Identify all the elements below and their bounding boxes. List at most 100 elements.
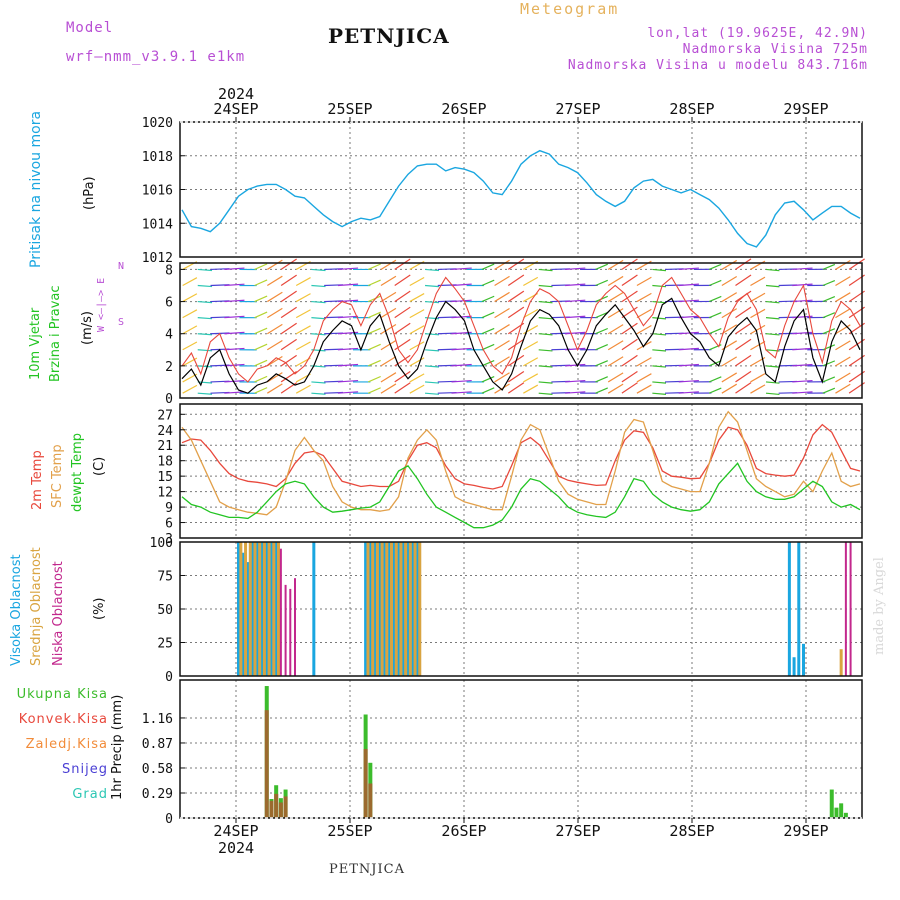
- wind-arrow: [607, 340, 624, 351]
- wind-arrow: [595, 279, 608, 287]
- wind-arrow: [224, 299, 245, 303]
- cloud-high-bar: [787, 542, 791, 676]
- wind-arrow: [822, 344, 836, 351]
- wind-arrow: [367, 387, 381, 394]
- wind-arrow: [424, 333, 440, 336]
- wind-arrow: [267, 323, 283, 335]
- cloud-high-bar: [797, 542, 801, 676]
- wind-ytick: 4: [165, 328, 173, 343]
- precip-total-bar: [843, 812, 848, 818]
- precip-ytick: 0: [165, 812, 173, 827]
- compass-s-label: S: [118, 317, 125, 328]
- wind-arrow: [507, 382, 525, 394]
- wind-arrow: [367, 327, 381, 335]
- temp-ytick: 3: [165, 532, 173, 547]
- wind-arrow: [848, 258, 865, 270]
- wind-arrow: [280, 338, 297, 351]
- wind-arrow: [735, 306, 752, 319]
- cloud-high-bar: [265, 542, 269, 676]
- wind-arrow: [792, 379, 813, 383]
- wind-arrow: [678, 363, 699, 367]
- wind-arrow: [835, 340, 851, 351]
- cloud-high-bar: [378, 542, 382, 676]
- precip-total-bar: [829, 789, 834, 818]
- wind-arrow: [197, 268, 213, 272]
- wind-arrow: [595, 360, 608, 367]
- wind-arrow: [254, 311, 268, 319]
- cloud-high-bar: [312, 542, 316, 676]
- wind-arrow: [367, 263, 381, 270]
- wind-arrow: [721, 356, 738, 367]
- temp-ytick: 12: [157, 486, 173, 501]
- precip-conv-bar: [269, 800, 274, 818]
- wind-arrow: [507, 258, 525, 270]
- wind-arrow: [765, 300, 780, 304]
- wind-arrow: [254, 263, 268, 270]
- wind-arrow: [424, 381, 440, 384]
- wind-arrow: [538, 381, 553, 384]
- wind-arrow: [451, 391, 472, 394]
- cloud-mid-bar: [253, 542, 257, 676]
- cloud-high-bar: [397, 542, 401, 676]
- wind-arrow: [424, 300, 440, 304]
- wind-arrow: [481, 359, 495, 367]
- wind-arrow: [224, 267, 245, 271]
- wind-arrow: [721, 308, 738, 319]
- legend-graupel: Grad: [72, 787, 108, 802]
- wind-arrow: [595, 376, 608, 383]
- wind-arrow: [197, 317, 213, 320]
- wind-arrow: [735, 258, 752, 270]
- wind-arrow: [507, 370, 525, 383]
- wind-arrow: [835, 324, 851, 335]
- wind-arrow: [182, 277, 198, 287]
- wind-arrow: [494, 259, 510, 270]
- wind-arrow: [621, 354, 638, 367]
- pressure-ytick: 1016: [142, 184, 173, 199]
- wind-arrow: [652, 392, 667, 395]
- wind-arrow: [565, 267, 586, 271]
- wind-arrow: [224, 347, 245, 351]
- temp-ytick: 27: [157, 408, 173, 423]
- precip-conv-bar: [368, 783, 373, 818]
- wind-arrow: [678, 391, 699, 394]
- wind-arrow: [523, 357, 539, 367]
- wind-arrow: [538, 392, 553, 395]
- wind-arrow: [481, 311, 495, 319]
- wind-arrow: [197, 284, 213, 288]
- wind-arrow: [409, 325, 425, 335]
- wind-arrow: [451, 283, 472, 287]
- precip-conv-bar: [278, 802, 283, 818]
- cloud-mid-bar: [839, 649, 843, 676]
- wind-arrow: [565, 331, 586, 335]
- wind-arrow: [481, 295, 495, 303]
- wind-arrow: [835, 276, 851, 287]
- x-tick-top: 28SEP: [669, 100, 714, 118]
- cloud-mid-bar: [390, 542, 394, 676]
- precip-total-bar: [839, 803, 844, 818]
- wind-arrow: [595, 344, 608, 351]
- cloud-mid-bar: [366, 542, 370, 676]
- cloud-high-bar: [406, 542, 410, 676]
- cloud-low-bar: [279, 548, 282, 676]
- wind-arrow: [822, 360, 836, 367]
- wind-arrow: [621, 370, 638, 383]
- cloud-low-bar: [284, 584, 287, 676]
- cloud-high-bar: [373, 542, 377, 676]
- wind-arrow: [765, 381, 780, 384]
- cloud-mid-bar: [371, 542, 375, 676]
- wind-arrow: [792, 347, 813, 351]
- cloud-high-bar: [382, 542, 386, 676]
- wind-arrow: [295, 309, 311, 319]
- panel-frame: [179, 262, 863, 399]
- precip-conv-bar: [363, 749, 368, 818]
- wind-arrow: [494, 291, 510, 303]
- wind-arrow: [621, 290, 638, 303]
- wind-arrow: [636, 292, 652, 303]
- wind-arrow: [765, 268, 780, 272]
- wind-arrow: [481, 279, 495, 287]
- wind-arrow: [380, 383, 397, 394]
- footer-location: PETNJICA: [329, 862, 405, 877]
- wind-arrow: [337, 315, 359, 319]
- cloud-mid-bar: [239, 542, 243, 676]
- pressure-line: [181, 149, 861, 248]
